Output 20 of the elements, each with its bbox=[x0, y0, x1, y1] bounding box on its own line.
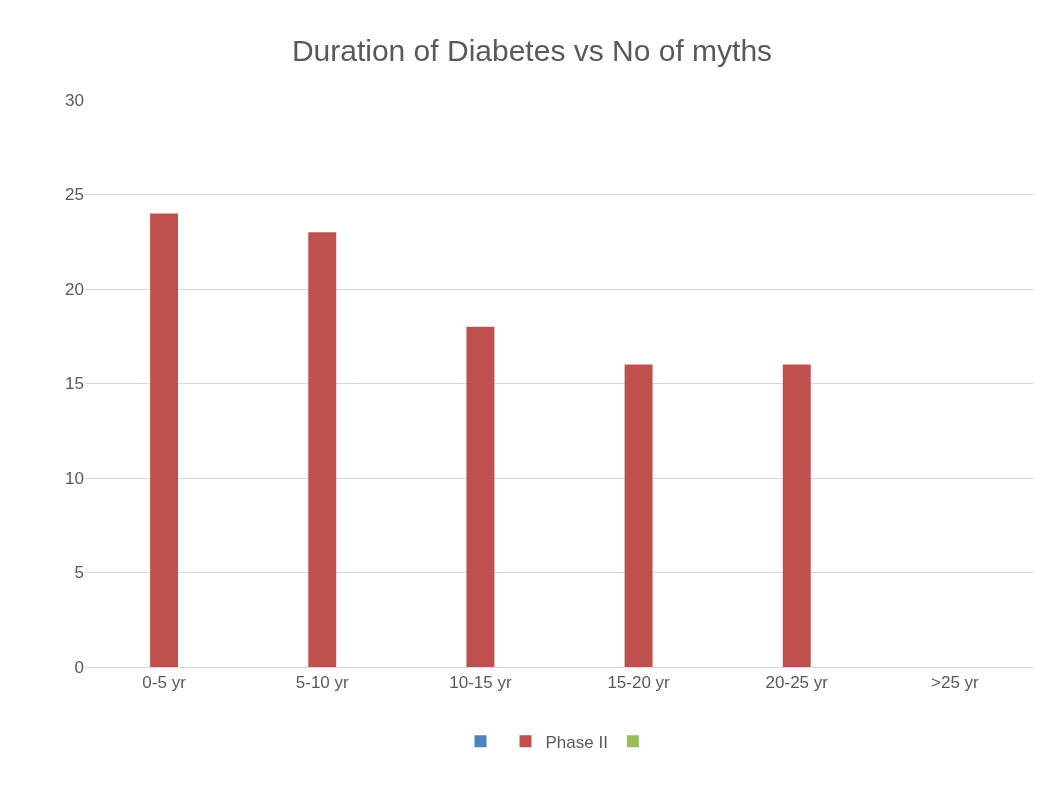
bar bbox=[466, 326, 495, 667]
x-tick-label: 5-10 yr bbox=[295, 673, 350, 693]
bar bbox=[308, 232, 337, 667]
y-tick-label: 15 bbox=[65, 374, 84, 394]
y-tick-label: 10 bbox=[65, 468, 84, 488]
y-tick-label: 30 bbox=[65, 90, 84, 110]
legend-label: Phase II bbox=[545, 732, 608, 752]
y-tick-label: 20 bbox=[65, 279, 84, 299]
x-tick-label: >25 yr bbox=[931, 673, 980, 693]
y-tick-label: 25 bbox=[65, 185, 84, 205]
x-tick-label: 0-5 yr bbox=[142, 673, 187, 693]
bar bbox=[150, 213, 179, 667]
x-tick-label: 15-20 yr bbox=[607, 673, 671, 693]
bar bbox=[782, 364, 811, 667]
y-tick-label: 5 bbox=[74, 563, 84, 583]
bar bbox=[624, 364, 653, 667]
chart-title: Duration of Diabetes vs No of myths bbox=[291, 34, 773, 68]
y-tick-label: 0 bbox=[74, 657, 84, 677]
x-tick-label: 10-15 yr bbox=[449, 673, 512, 693]
x-tick-label: 20-25 yr bbox=[765, 673, 829, 693]
